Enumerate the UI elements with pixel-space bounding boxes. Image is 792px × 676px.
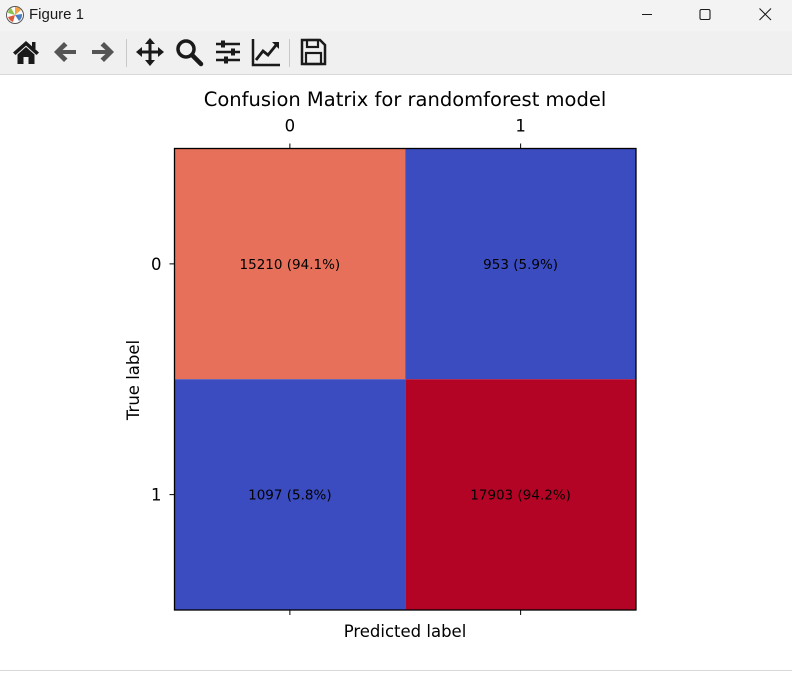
edit-axis-button[interactable]	[250, 36, 282, 68]
maximize-button[interactable]	[682, 0, 728, 31]
maximize-icon	[699, 8, 711, 21]
save-icon	[300, 38, 327, 66]
window-bottom-border	[0, 670, 792, 671]
x-tick-label: 1	[515, 117, 526, 136]
heatmap-cell-0-0	[174, 148, 406, 380]
heatmap-cell-1-1	[405, 379, 636, 610]
window-titlebar[interactable]: Figure 1	[0, 0, 792, 31]
cell-value-label-0-0: 15210 (94.1%)	[240, 257, 341, 273]
toolbar-separator	[289, 39, 290, 67]
x-axis-label: Predicted label	[344, 622, 467, 641]
back-icon	[54, 42, 76, 62]
minimize-icon	[642, 14, 652, 15]
minimize-button[interactable]	[624, 0, 670, 31]
cell-value-label-1-0: 1097 (5.8%)	[248, 488, 331, 504]
y-axis-label: True label	[124, 340, 143, 421]
close-icon	[759, 8, 772, 21]
heatmap-cell-1-0	[174, 379, 406, 610]
edit-axis-icon	[251, 39, 280, 67]
forward-icon	[92, 42, 114, 62]
navigation-toolbar	[0, 31, 792, 75]
window-title: Figure 1	[29, 6, 85, 23]
confusion-matrix-figure[interactable]: Confusion Matrix for randomforest model …	[0, 74, 792, 670]
toolbar-separator	[126, 39, 127, 67]
chart-title: Confusion Matrix for randomforest model	[204, 88, 607, 111]
forward-button[interactable]	[87, 36, 119, 68]
zoom-icon	[176, 39, 204, 67]
pan-icon	[136, 38, 164, 66]
y-tick-label: 1	[151, 486, 162, 505]
cell-value-label-0-1: 953 (5.9%)	[483, 257, 558, 273]
cell-value-label-1-1: 17903 (94.2%)	[470, 488, 571, 504]
subplots-button[interactable]	[212, 36, 244, 68]
close-button[interactable]	[742, 0, 788, 31]
save-button[interactable]	[297, 36, 329, 68]
subplots-icon	[216, 40, 240, 64]
home-icon	[13, 41, 39, 64]
zoom-button[interactable]	[173, 36, 205, 68]
matplotlib-app-icon	[6, 6, 24, 24]
y-tick-label: 0	[151, 255, 162, 274]
home-button[interactable]	[10, 36, 42, 68]
x-tick-label: 0	[285, 117, 296, 136]
heatmap-cell-0-1	[405, 148, 636, 380]
axes-frame	[173, 147, 637, 611]
pan-button[interactable]	[134, 36, 166, 68]
back-button[interactable]	[49, 36, 81, 68]
